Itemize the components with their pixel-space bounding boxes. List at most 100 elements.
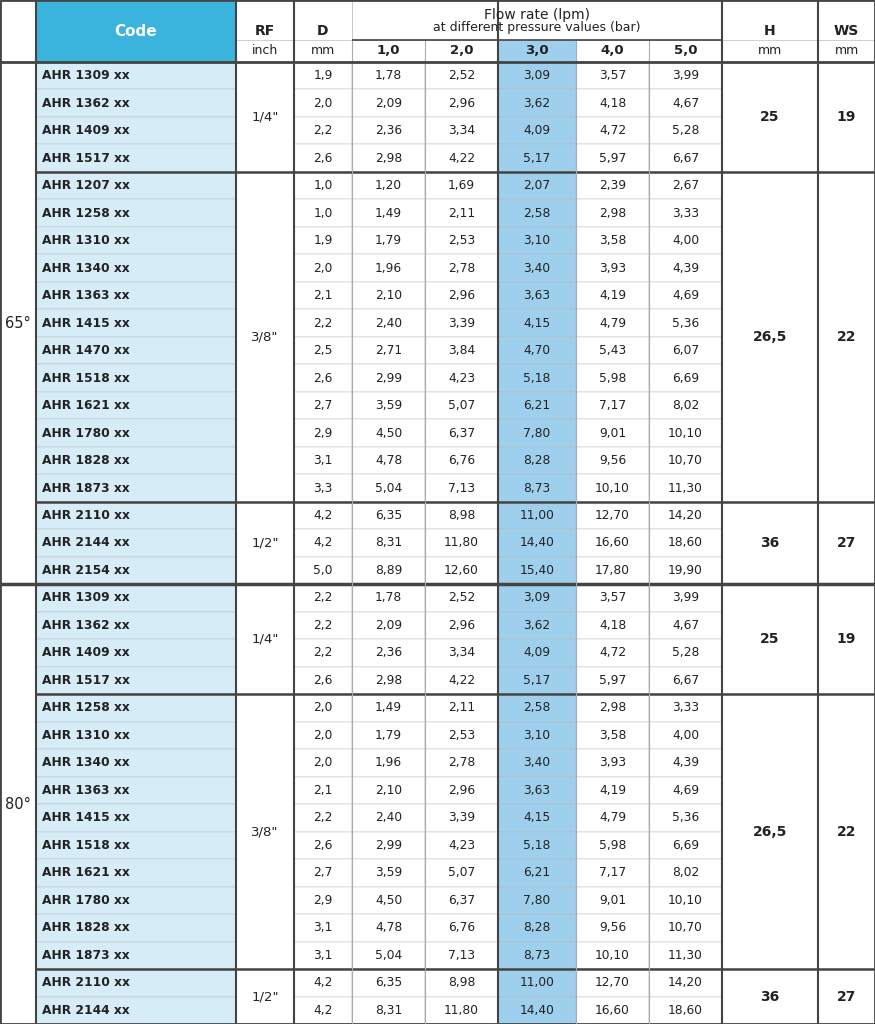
Bar	[0, 419, 36, 446]
Bar	[498, 446, 576, 474]
Bar	[722, 502, 818, 585]
Text: 9,56: 9,56	[598, 922, 626, 934]
Bar	[425, 282, 498, 309]
Bar	[352, 750, 425, 776]
Text: 2,6: 2,6	[313, 674, 332, 687]
Bar	[352, 667, 425, 694]
Text: 19: 19	[836, 110, 856, 124]
Bar	[352, 40, 425, 62]
Text: AHR 2110 xx: AHR 2110 xx	[42, 976, 130, 989]
Text: 1,79: 1,79	[375, 729, 402, 742]
Text: 4,70: 4,70	[523, 344, 550, 357]
Bar	[236, 502, 294, 585]
Text: 17,80: 17,80	[595, 564, 630, 577]
Text: 8,98: 8,98	[448, 976, 475, 989]
Text: 6,76: 6,76	[448, 922, 475, 934]
Bar	[236, 502, 294, 529]
Text: 4,2: 4,2	[313, 1004, 332, 1017]
Bar	[236, 996, 294, 1024]
Bar	[576, 446, 649, 474]
Bar	[236, 722, 294, 750]
Bar	[722, 529, 818, 557]
Bar	[722, 62, 818, 89]
Text: 3,09: 3,09	[523, 70, 550, 82]
Bar	[236, 585, 294, 611]
Text: 2,96: 2,96	[448, 96, 475, 110]
Text: 5,17: 5,17	[523, 152, 550, 165]
Text: 1/2": 1/2"	[251, 537, 279, 550]
Text: 26,5: 26,5	[752, 330, 788, 344]
Bar	[576, 89, 649, 117]
Text: 4,39: 4,39	[672, 757, 699, 769]
Bar	[818, 804, 875, 831]
Text: 12,70: 12,70	[595, 976, 630, 989]
Text: 8,73: 8,73	[523, 481, 550, 495]
Text: Flow rate (lpm): Flow rate (lpm)	[484, 8, 590, 22]
Text: AHR 1828 xx: AHR 1828 xx	[42, 922, 130, 934]
Bar	[818, 502, 875, 529]
Bar	[722, 996, 818, 1024]
Bar	[722, 446, 818, 474]
Text: 4,78: 4,78	[374, 454, 402, 467]
Bar	[294, 227, 352, 254]
Bar	[722, 89, 818, 117]
Text: 7,17: 7,17	[598, 399, 626, 412]
Bar	[498, 639, 576, 667]
Bar	[425, 172, 498, 200]
Bar	[294, 0, 352, 62]
Bar	[818, 941, 875, 969]
Text: 3,33: 3,33	[672, 701, 699, 715]
Bar	[818, 172, 875, 200]
Bar	[352, 502, 425, 529]
Text: 1,78: 1,78	[374, 592, 402, 604]
Text: 2,11: 2,11	[448, 701, 475, 715]
Bar	[294, 89, 352, 117]
Bar	[425, 474, 498, 502]
Bar	[294, 667, 352, 694]
Text: 2,0: 2,0	[313, 729, 332, 742]
Text: 4,50: 4,50	[374, 894, 402, 907]
Bar	[576, 502, 649, 529]
Text: 3,57: 3,57	[598, 70, 626, 82]
Text: 3,58: 3,58	[598, 729, 626, 742]
Text: 3,99: 3,99	[672, 592, 699, 604]
Text: 2,98: 2,98	[598, 207, 626, 220]
Text: AHR 1363 xx: AHR 1363 xx	[42, 783, 130, 797]
Text: 7,80: 7,80	[523, 894, 550, 907]
Text: 7,13: 7,13	[448, 949, 475, 962]
Bar	[352, 941, 425, 969]
Text: at different pressure values (bar): at different pressure values (bar)	[433, 20, 640, 34]
Bar	[498, 996, 576, 1024]
Bar	[294, 117, 352, 144]
Text: 5,04: 5,04	[374, 949, 402, 962]
Text: 10,10: 10,10	[595, 949, 630, 962]
Text: 19,90: 19,90	[668, 564, 703, 577]
Bar	[498, 887, 576, 914]
Bar	[576, 529, 649, 557]
Bar	[498, 969, 576, 996]
Text: 14,20: 14,20	[668, 976, 703, 989]
Text: 11,80: 11,80	[444, 1004, 479, 1017]
Bar	[818, 144, 875, 172]
Bar	[0, 996, 36, 1024]
Bar	[498, 859, 576, 887]
Text: 8,73: 8,73	[523, 949, 550, 962]
Text: 5,36: 5,36	[672, 811, 699, 824]
Text: 3,59: 3,59	[374, 399, 402, 412]
Text: 8,28: 8,28	[523, 922, 550, 934]
Bar	[818, 969, 875, 996]
Bar	[649, 996, 722, 1024]
Text: 3,40: 3,40	[523, 262, 550, 274]
Bar	[498, 200, 576, 227]
Text: 65°: 65°	[5, 315, 31, 331]
Bar	[576, 40, 649, 62]
Bar	[36, 502, 236, 529]
Text: 10,10: 10,10	[668, 894, 703, 907]
Bar	[0, 667, 36, 694]
Text: 4,09: 4,09	[523, 646, 550, 659]
Bar	[649, 887, 722, 914]
Bar	[649, 62, 722, 89]
Bar	[722, 859, 818, 887]
Text: 1,0: 1,0	[313, 207, 332, 220]
Text: AHR 1340 xx: AHR 1340 xx	[42, 262, 130, 274]
